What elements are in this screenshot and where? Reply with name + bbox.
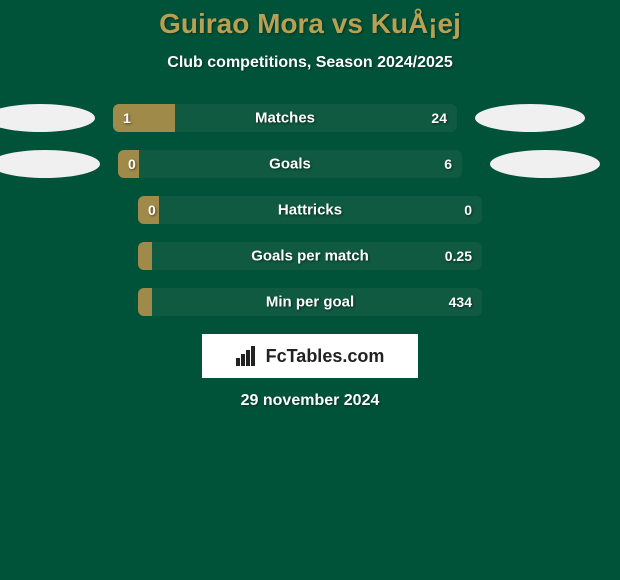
stat-bar-fill — [138, 288, 152, 316]
stat-bar: Min per goal 434 — [138, 288, 482, 316]
stat-label: Goals — [269, 156, 311, 173]
stat-bar: Goals per match 0.25 — [138, 242, 482, 270]
stat-label: Matches — [255, 110, 315, 127]
subtitle: Club competitions, Season 2024/2025 — [0, 54, 620, 72]
stat-bar: 0 Hattricks 0 — [138, 196, 482, 224]
logo-box[interactable]: FcTables.com — [202, 334, 418, 378]
stat-right-value: 6 — [444, 156, 452, 172]
stat-bar: 1 Matches 24 — [113, 104, 457, 132]
stat-left-value: 0 — [128, 156, 136, 172]
stats-container: 1 Matches 24 0 Goals 6 0 Hattricks 0 Goals per ma… — [0, 104, 620, 316]
stat-row: Goals per match 0.25 — [0, 242, 620, 270]
stat-right-value: 434 — [449, 294, 472, 310]
stat-right-value: 0 — [464, 202, 472, 218]
stat-label: Hattricks — [278, 202, 342, 219]
player-left-icon — [0, 104, 95, 132]
player-right-icon — [490, 150, 600, 178]
stat-right-value: 0.25 — [445, 248, 472, 264]
stat-left-value: 1 — [123, 110, 131, 126]
logo-text: FcTables.com — [266, 346, 385, 367]
stat-right-value: 24 — [431, 110, 447, 126]
stat-bar: 0 Goals 6 — [118, 150, 462, 178]
stat-row: 0 Hattricks 0 — [0, 196, 620, 224]
stat-label: Goals per match — [251, 248, 369, 265]
stat-bar-fill — [138, 242, 152, 270]
bar-chart-icon — [236, 346, 260, 366]
stat-label: Min per goal — [266, 294, 354, 311]
stat-row: Min per goal 434 — [0, 288, 620, 316]
player-left-icon — [0, 150, 100, 178]
stat-row: 1 Matches 24 — [0, 104, 620, 132]
date-label: 29 november 2024 — [0, 392, 620, 410]
stat-left-value: 0 — [148, 202, 156, 218]
page-title: Guirao Mora vs KuÅ¡ej — [0, 8, 620, 40]
player-right-icon — [475, 104, 585, 132]
stat-row: 0 Goals 6 — [0, 150, 620, 178]
